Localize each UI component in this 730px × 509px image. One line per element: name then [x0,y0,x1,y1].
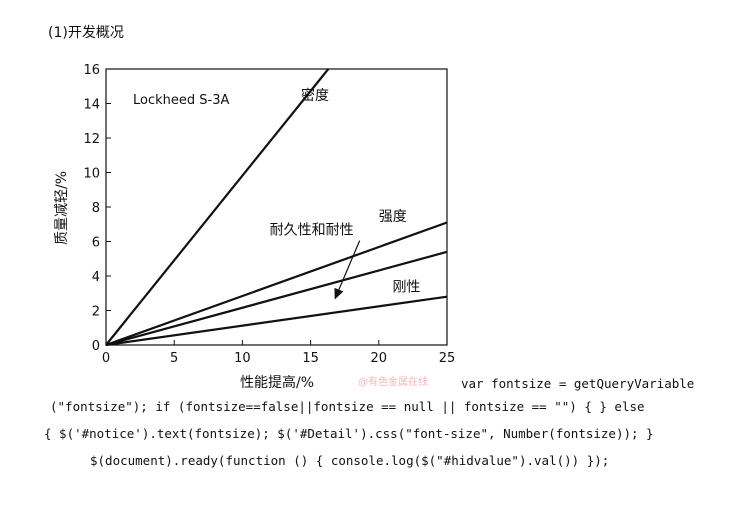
x-tick-label: 25 [439,351,456,366]
x-axis-label: 性能提高/% [240,374,314,391]
x-tick-label: 15 [302,351,319,366]
code-line-3: { $('#notice').text(fontsize); $('#Detai… [44,426,654,441]
annotation-arrow [334,240,361,300]
chart-title: Lockheed S-3A [133,93,229,108]
x-tick-label: 0 [102,351,110,366]
x-tick-label: 10 [234,351,251,366]
series-label-1: 密度 [301,87,329,104]
x-tick-label: 20 [371,351,388,366]
y-tick-label: 6 [92,236,100,251]
series-label-2: 强度 [379,209,407,225]
series-line-4 [105,295,448,347]
y-tick-label: 10 [83,167,100,182]
code-line-1: var fontsize = getQueryVariable [461,376,695,391]
section-heading: (1)开发概况 [48,25,124,41]
y-tick-label: 12 [83,132,100,147]
y-tick-label: 0 [92,339,100,354]
series-label-4: 刚性 [392,280,420,296]
watermark: @有色金属在线 [358,375,428,388]
y-tick-label: 2 [92,305,100,320]
series-line-1 [105,68,330,346]
y-tick-label: 4 [92,270,100,285]
y-tick-label: 14 [83,98,100,113]
x-tick-label: 5 [170,351,178,366]
code-line-4: $(document).ready(function () { console.… [90,453,610,468]
y-axis-label: 质量减轻/% [54,171,70,245]
series-label-3: 耐久性和耐性 [270,223,354,239]
series-line-3 [105,250,448,347]
y-tick-label: 8 [92,201,100,216]
code-line-2: ("fontsize"); if (fontsize==false||fonts… [50,399,645,414]
y-tick-label: 16 [83,63,100,78]
series-line-2 [105,221,448,347]
